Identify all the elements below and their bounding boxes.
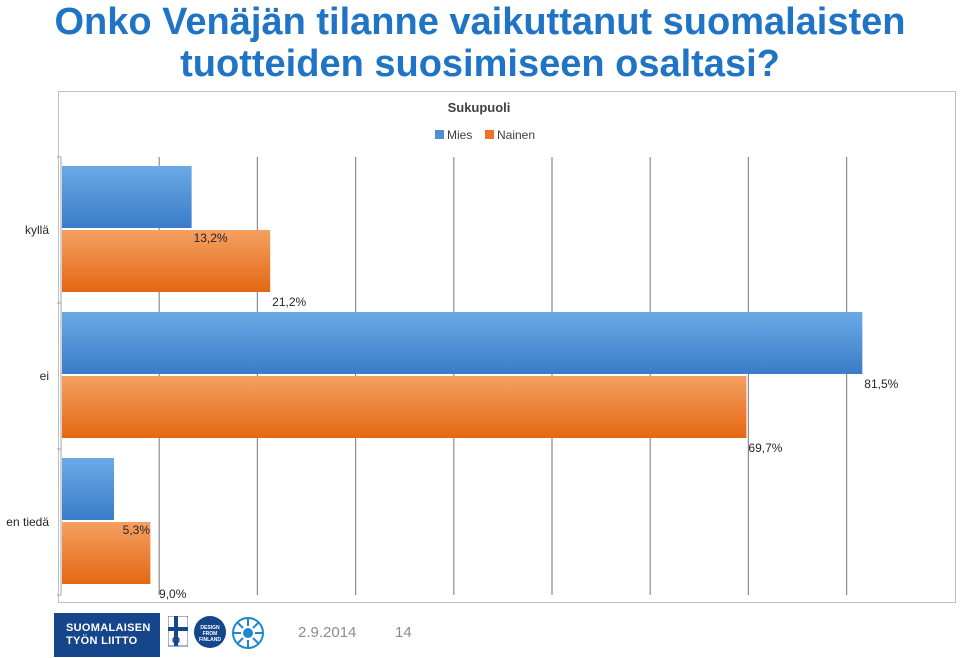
category-label: en tiedä — [6, 515, 49, 529]
bar-mies-1 — [62, 312, 863, 374]
legend-swatch-mies — [435, 130, 444, 139]
bar-nainen-1 — [62, 376, 747, 438]
bar-mies-0 — [62, 166, 192, 228]
bar-nainen-2 — [62, 522, 151, 584]
footer-date: 2.9.2014 — [298, 624, 357, 641]
data-label: 13,2% — [194, 231, 228, 245]
legend-label-nainen: Nainen — [497, 128, 535, 142]
data-label: 81,5% — [864, 377, 898, 391]
chart-legend: Mies Nainen — [435, 128, 535, 142]
slide-title: Onko Venäjän tilanne vaikuttanut suomala… — [0, 0, 960, 86]
sun-logo-icon — [232, 617, 264, 649]
data-label: 5,3% — [123, 523, 151, 537]
legend-swatch-nainen — [485, 130, 494, 139]
data-label: 69,7% — [748, 441, 782, 455]
data-label: 9,0% — [159, 587, 187, 601]
key-flag-icon — [168, 616, 188, 647]
chart-bars — [62, 166, 863, 584]
slide-title-line2: tuotteiden suosimiseen osaltasi? — [180, 43, 780, 85]
chart-title: Sukupuoli — [448, 100, 511, 115]
legend-label-mies: Mies — [447, 128, 472, 142]
data-label: 21,2% — [272, 295, 306, 309]
design-from-finland-logo: DESIGN FROM FINLAND — [194, 616, 226, 648]
slide-title-line1: Onko Venäjän tilanne vaikuttanut suomala… — [54, 1, 906, 43]
bar-nainen-0 — [62, 230, 271, 292]
footer: SUOMALAISEN TYÖN LIITTO DESIGN FROM FINL… — [0, 606, 960, 658]
chart-labels: 13,2% 21,2% kyllä 81,5% 69,7% ei 5,3% 9,0% en ti… — [6, 223, 898, 601]
bar-mies-2 — [62, 458, 115, 520]
category-label: kyllä — [25, 223, 49, 237]
suomalaisen-tyon-liitto-logo: SUOMALAISEN TYÖN LIITTO — [54, 613, 160, 657]
page-number: 14 — [395, 624, 412, 641]
category-label: ei — [40, 369, 49, 383]
